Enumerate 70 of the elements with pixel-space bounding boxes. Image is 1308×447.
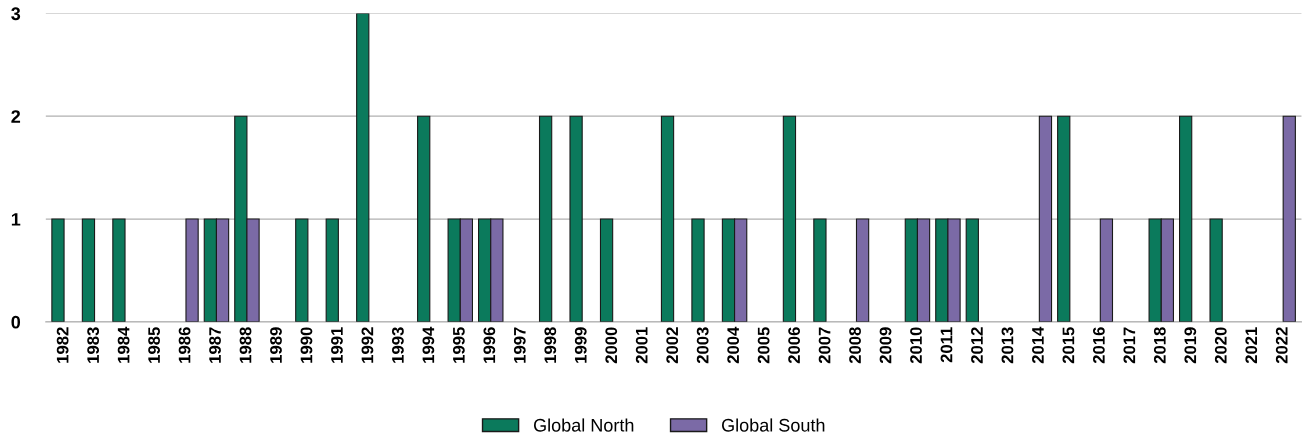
bar <box>325 218 339 322</box>
legend-label: Global North <box>533 418 634 432</box>
bar <box>691 218 705 322</box>
bar <box>538 115 553 322</box>
x-tick-label: 2003 <box>696 327 709 364</box>
x-tick-label: 2010 <box>910 327 922 364</box>
legend-label: Global South <box>722 418 825 432</box>
x-tick-label: 2012 <box>971 327 983 364</box>
x-tick-label: 1992 <box>361 327 374 363</box>
x-tick-label: 2022 <box>1275 327 1288 364</box>
x-tick-label: 2021 <box>1245 327 1258 364</box>
bar <box>112 218 126 322</box>
x-tick-label: 2014 <box>1032 326 1044 364</box>
x-tick-label: 2000 <box>605 327 618 364</box>
bar <box>1282 115 1296 322</box>
x-tick-label: 2001 <box>635 327 648 364</box>
bar <box>356 13 370 322</box>
x-tick-label: 2008 <box>849 327 861 364</box>
x-tick-label: 1988 <box>239 327 252 363</box>
bar <box>1178 115 1193 322</box>
bar <box>295 218 309 322</box>
x-tick-label: 2005 <box>757 327 770 364</box>
bar <box>1099 218 1114 322</box>
bar <box>569 115 583 322</box>
x-tick-label: 1987 <box>209 327 221 363</box>
x-tick-label: 1999 <box>574 327 587 363</box>
x-tick-label: 1995 <box>452 327 465 363</box>
bar <box>599 218 614 322</box>
x-tick-label: 1982 <box>56 327 69 363</box>
bar <box>813 218 827 322</box>
bar <box>417 115 431 322</box>
x-tick-label: 2016 <box>1092 327 1105 364</box>
y-tick-label: 0 <box>11 315 21 329</box>
x-tick-label: 1998 <box>544 327 557 363</box>
x-tick-label: 1985 <box>148 327 160 363</box>
bar <box>965 218 979 322</box>
bar <box>1209 218 1223 322</box>
bar <box>782 115 797 322</box>
x-tick-label: 1994 <box>422 326 435 363</box>
x-tick-label: 2019 <box>1184 327 1197 364</box>
bar <box>185 218 199 322</box>
y-tick-label: 1 <box>11 213 21 226</box>
x-tick-label: 2004 <box>727 326 740 364</box>
x-tick-label: 2018 <box>1153 327 1166 364</box>
x-tick-label: 1984 <box>117 326 130 363</box>
bar <box>51 218 65 322</box>
bar <box>81 218 96 322</box>
x-tick-label: 2015 <box>1062 327 1075 364</box>
x-tick-label: 2002 <box>666 327 679 364</box>
bar <box>1057 115 1071 322</box>
x-tick-label: 1993 <box>391 327 404 363</box>
x-tick-label: 2017 <box>1123 327 1136 364</box>
x-tick-label: 2009 <box>879 327 892 364</box>
x-tick-label: 1983 <box>87 327 100 363</box>
bar <box>1038 115 1053 322</box>
x-tick-label: 1989 <box>270 327 282 363</box>
x-tick-label: 2020 <box>1214 327 1227 364</box>
x-tick-label: 2011 <box>940 327 953 363</box>
x-tick-label: 1990 <box>300 327 313 363</box>
bar <box>855 218 870 322</box>
x-tick-label: 1991 <box>331 327 343 363</box>
x-tick-label: 2007 <box>818 327 831 364</box>
bar <box>660 115 675 322</box>
x-tick-label: 1997 <box>513 327 526 363</box>
x-tick-label: 2006 <box>788 327 800 364</box>
y-tick-label: 3 <box>11 7 21 21</box>
x-tick-label: 1986 <box>178 327 191 363</box>
x-tick-label: 2013 <box>1001 327 1014 364</box>
y-tick-label: 2 <box>11 110 21 123</box>
x-tick-label: 1996 <box>483 327 496 363</box>
